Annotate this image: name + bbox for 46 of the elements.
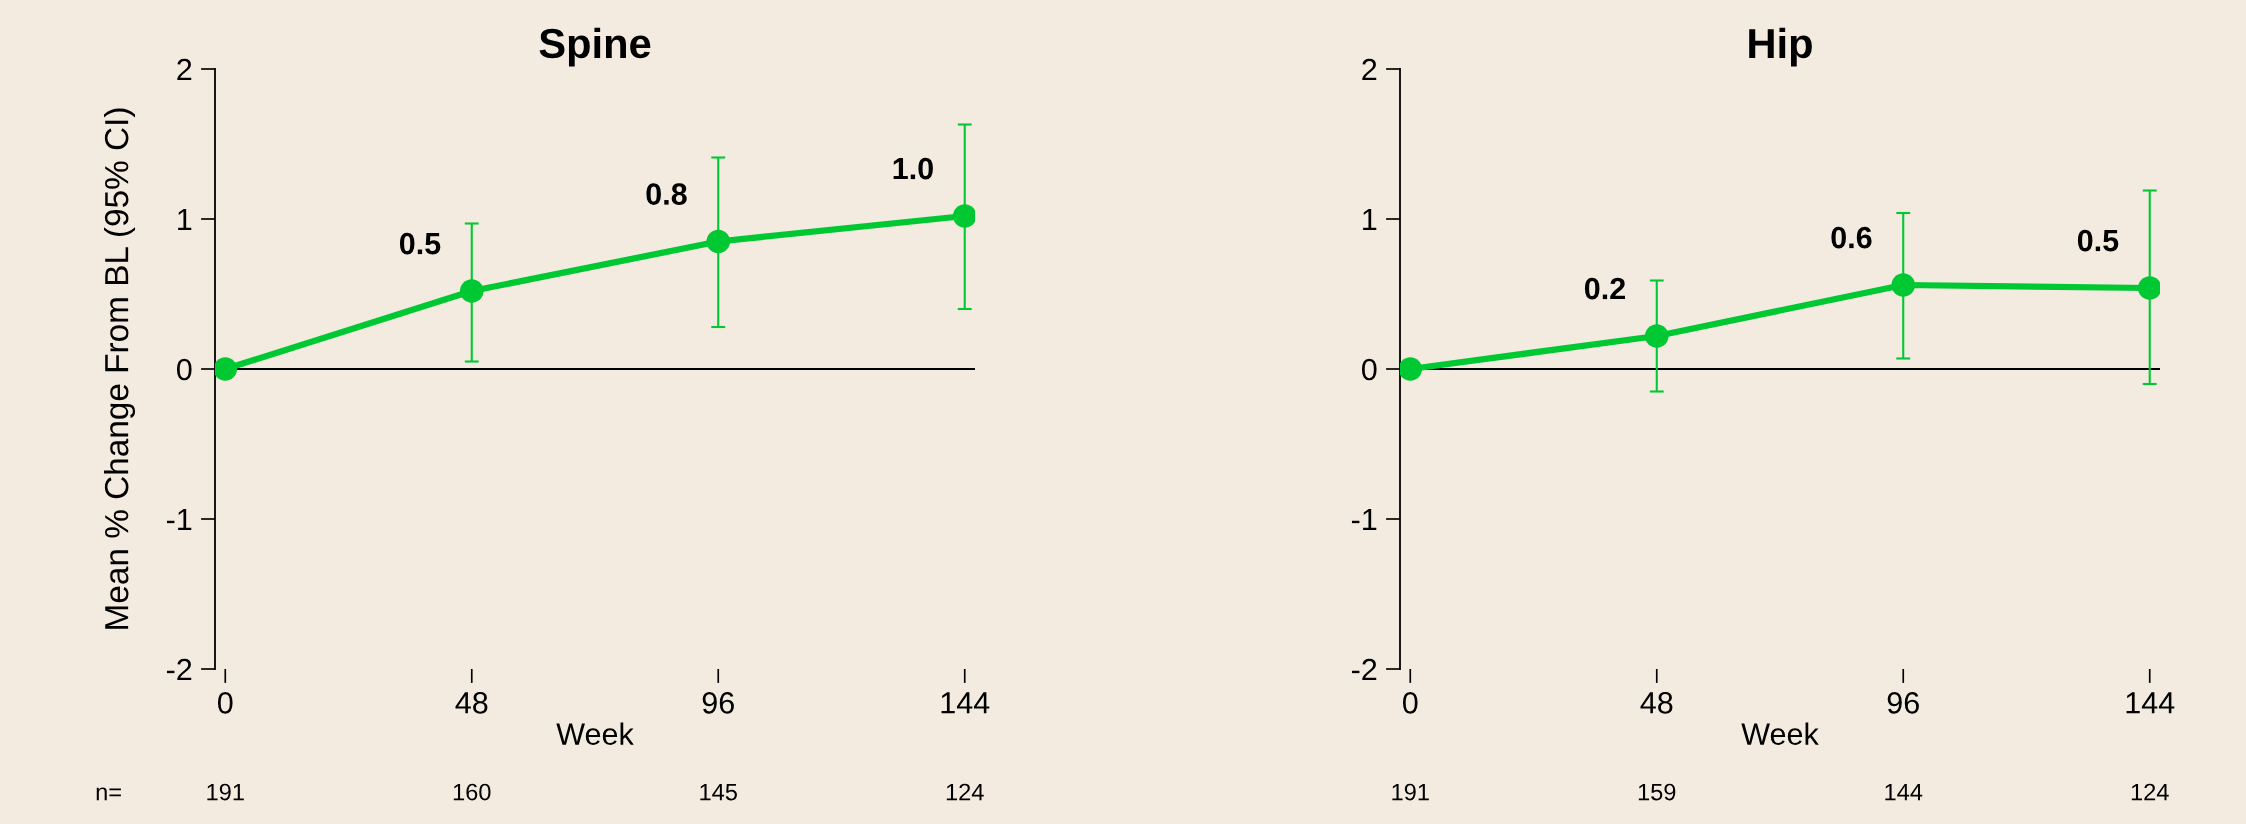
data-label: 0.8	[646, 183, 687, 205]
y-tick-label: 1	[1363, 209, 1377, 231]
x-tick-label: 144	[2126, 692, 2175, 714]
chart-title: Spine	[539, 27, 651, 67]
point	[2137, 276, 2160, 300]
y-axis-title: Mean % Change From BL (95% CI)	[103, 108, 136, 629]
y-tick-label: 0	[176, 358, 192, 381]
data-label: 1.0	[893, 157, 933, 180]
chart-title: Hip	[1749, 27, 1812, 67]
y-tick-label: -2	[1351, 658, 1377, 681]
point	[215, 357, 238, 381]
y-tick-label: 2	[177, 58, 192, 81]
text: 160	[453, 783, 491, 801]
point	[1891, 273, 1916, 297]
text: 159	[1638, 783, 1676, 801]
y-tick-label: 1	[178, 209, 192, 231]
data-label: 0.2	[1584, 277, 1625, 300]
text: 124	[946, 783, 984, 801]
y-tick-label: -1	[1351, 509, 1377, 531]
y-tick-label: 2	[1362, 58, 1377, 81]
y-tick-label: -2	[166, 658, 192, 681]
point	[1644, 324, 1669, 348]
point	[459, 279, 484, 303]
point	[706, 229, 731, 254]
text: 144	[1885, 783, 1923, 801]
x-tick-label: 0	[217, 692, 233, 714]
text: 145	[700, 783, 737, 801]
x-axis-title: Week	[556, 722, 634, 745]
text: 191	[1392, 783, 1429, 801]
point	[1400, 357, 1423, 381]
x-tick-label: 96	[1887, 692, 1919, 714]
data-label: 0.5	[399, 232, 441, 255]
data-label: 0.6	[1831, 226, 1872, 249]
y-tick-label: -1	[166, 509, 192, 531]
y-tick-label: 0	[1361, 358, 1377, 381]
text: 191	[207, 783, 244, 801]
x-tick-label: 48	[455, 692, 488, 714]
point	[952, 204, 975, 228]
x-tick-label: 48	[1640, 692, 1673, 714]
x-tick-label: 96	[702, 692, 734, 714]
x-tick-label: 144	[941, 692, 990, 714]
x-tick-label: 0	[1402, 692, 1418, 714]
text: n=	[96, 787, 121, 801]
data-label: 0.5	[2077, 229, 2119, 252]
x-axis-title: Week	[1741, 722, 1819, 745]
text: 124	[2131, 783, 2169, 801]
